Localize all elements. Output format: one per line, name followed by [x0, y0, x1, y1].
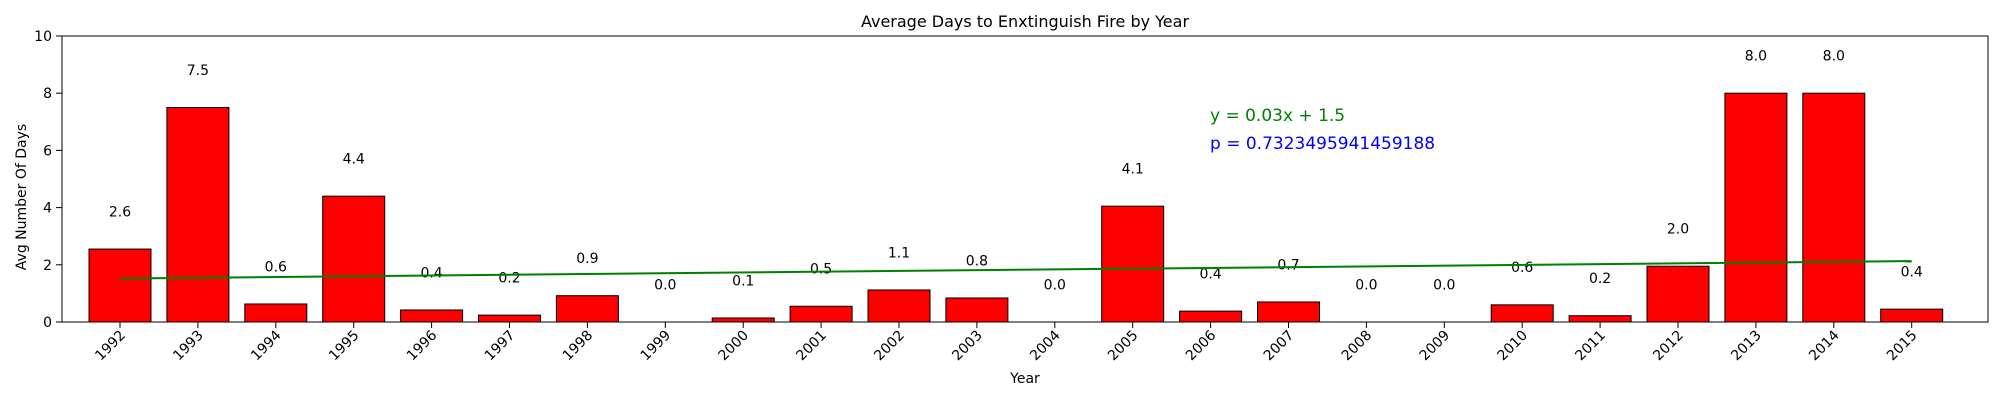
bar-2002	[867, 289, 931, 323]
bar-series	[88, 92, 1944, 323]
x-tick-label: 2005	[1105, 328, 1142, 365]
bar-value-label: 2.6	[109, 204, 131, 220]
bar-value-label: 0.0	[1355, 277, 1377, 293]
chart-title: Average Days to Enxtinguish Fire by Year	[861, 12, 1189, 31]
bar-value-label: 7.5	[187, 63, 209, 79]
x-tick-label: 1995	[326, 328, 363, 365]
x-tick-label: 1994	[248, 327, 285, 364]
bar-value-label: 0.0	[1044, 277, 1066, 293]
y-tick-label: 2	[43, 258, 52, 274]
bar-2014	[1802, 92, 1866, 323]
bar-value-label: 0.5	[810, 262, 832, 278]
bar-2005	[1101, 205, 1165, 323]
x-tick-label: 1992	[92, 328, 129, 365]
x-tick-label: 2015	[1884, 328, 1921, 365]
y-tick-label: 10	[34, 29, 52, 45]
bar-1994	[244, 303, 308, 323]
bar-value-label: 0.6	[1511, 260, 1533, 276]
bar-value-label: 0.8	[966, 253, 988, 269]
bar-2015	[1880, 308, 1944, 323]
bar-value-label: 8.0	[1823, 49, 1845, 65]
trend-equation: y = 0.03x + 1.5	[1210, 106, 1345, 126]
bar-value-label: 0.0	[1433, 277, 1455, 293]
bar-value-labels: 2.6 7.5 0.6 4.4 0.4 0.2 0.9 0.0 0.1 0.5 1.1 0.8 0.0 4…	[109, 49, 1923, 294]
bar-2013	[1724, 92, 1788, 323]
x-tick-label: 2003	[949, 328, 986, 365]
bar-2011	[1568, 315, 1632, 323]
bar-1996	[400, 309, 464, 323]
bar-1993	[166, 107, 230, 323]
x-tick-label: 2002	[871, 328, 908, 365]
x-tick-label: 2012	[1650, 328, 1687, 365]
y-axis-title: Avg Number Of Days	[14, 124, 30, 270]
bar-value-label: 4.4	[343, 152, 365, 168]
y-axis: 0 2 4 6 8 10	[34, 29, 62, 331]
y-tick-label: 8	[43, 86, 52, 102]
bar-value-label: 0.9	[576, 251, 598, 267]
bar-2006	[1179, 310, 1243, 323]
bar-value-label: 0.0	[654, 277, 676, 293]
x-tick-label: 2009	[1417, 328, 1454, 365]
x-tick-label: 2000	[716, 328, 753, 365]
x-axis: 1992 1993 1994 1995 1996 1997 1998 1999 2000 2001…	[92, 322, 1921, 365]
x-tick-label: 2008	[1339, 328, 1376, 365]
x-tick-label: 2006	[1183, 327, 1220, 364]
x-tick-label: 1996	[404, 327, 441, 364]
bar-1997	[478, 314, 541, 323]
p-value-annotation: p = 0.7323495941459188	[1210, 134, 1435, 154]
bar-value-label: 1.1	[888, 245, 910, 261]
x-tick-label: 2014	[1806, 327, 1843, 364]
bar-2000	[711, 317, 775, 323]
bar-2007	[1257, 301, 1320, 323]
y-tick-label: 4	[43, 201, 52, 217]
x-tick-label: 1993	[170, 328, 207, 365]
bar-value-label: 0.7	[1277, 257, 1299, 273]
bar-value-label: 2.0	[1667, 222, 1689, 238]
bar-1995	[322, 195, 386, 323]
bar-value-label: 0.6	[265, 259, 287, 275]
trend-line	[119, 260, 1912, 280]
x-tick-label: 2007	[1261, 328, 1298, 365]
bar-value-label: 8.0	[1745, 49, 1767, 65]
x-tick-label: 2013	[1728, 328, 1765, 365]
bar-value-label: 0.2	[1589, 271, 1611, 287]
plot-frame	[61, 35, 1989, 323]
x-tick-label: 1998	[560, 328, 597, 365]
bar-value-label: 0.4	[1901, 265, 1923, 281]
bar-1992	[88, 248, 152, 323]
bar-2003	[945, 297, 1009, 323]
bar-1998	[555, 295, 619, 323]
bar-value-label: 0.2	[498, 271, 520, 287]
x-tick-label: 2010	[1495, 328, 1532, 365]
y-tick-label: 6	[43, 143, 52, 159]
x-tick-label: 1997	[482, 328, 519, 365]
bar-value-label: 0.4	[420, 265, 442, 281]
x-axis-title: Year	[1009, 371, 1040, 387]
bar-value-label: 0.1	[732, 273, 754, 289]
x-tick-label: 2011	[1572, 328, 1609, 365]
bar-value-label: 4.1	[1122, 162, 1144, 178]
y-tick-label: 0	[43, 315, 52, 331]
bar-2012	[1646, 265, 1710, 323]
bar-value-label: 0.4	[1199, 267, 1221, 283]
bar-2001	[789, 305, 853, 323]
x-tick-label: 2004	[1027, 327, 1064, 364]
bar-2010	[1490, 304, 1554, 323]
x-tick-label: 1999	[638, 328, 675, 365]
x-tick-label: 2001	[793, 328, 830, 365]
